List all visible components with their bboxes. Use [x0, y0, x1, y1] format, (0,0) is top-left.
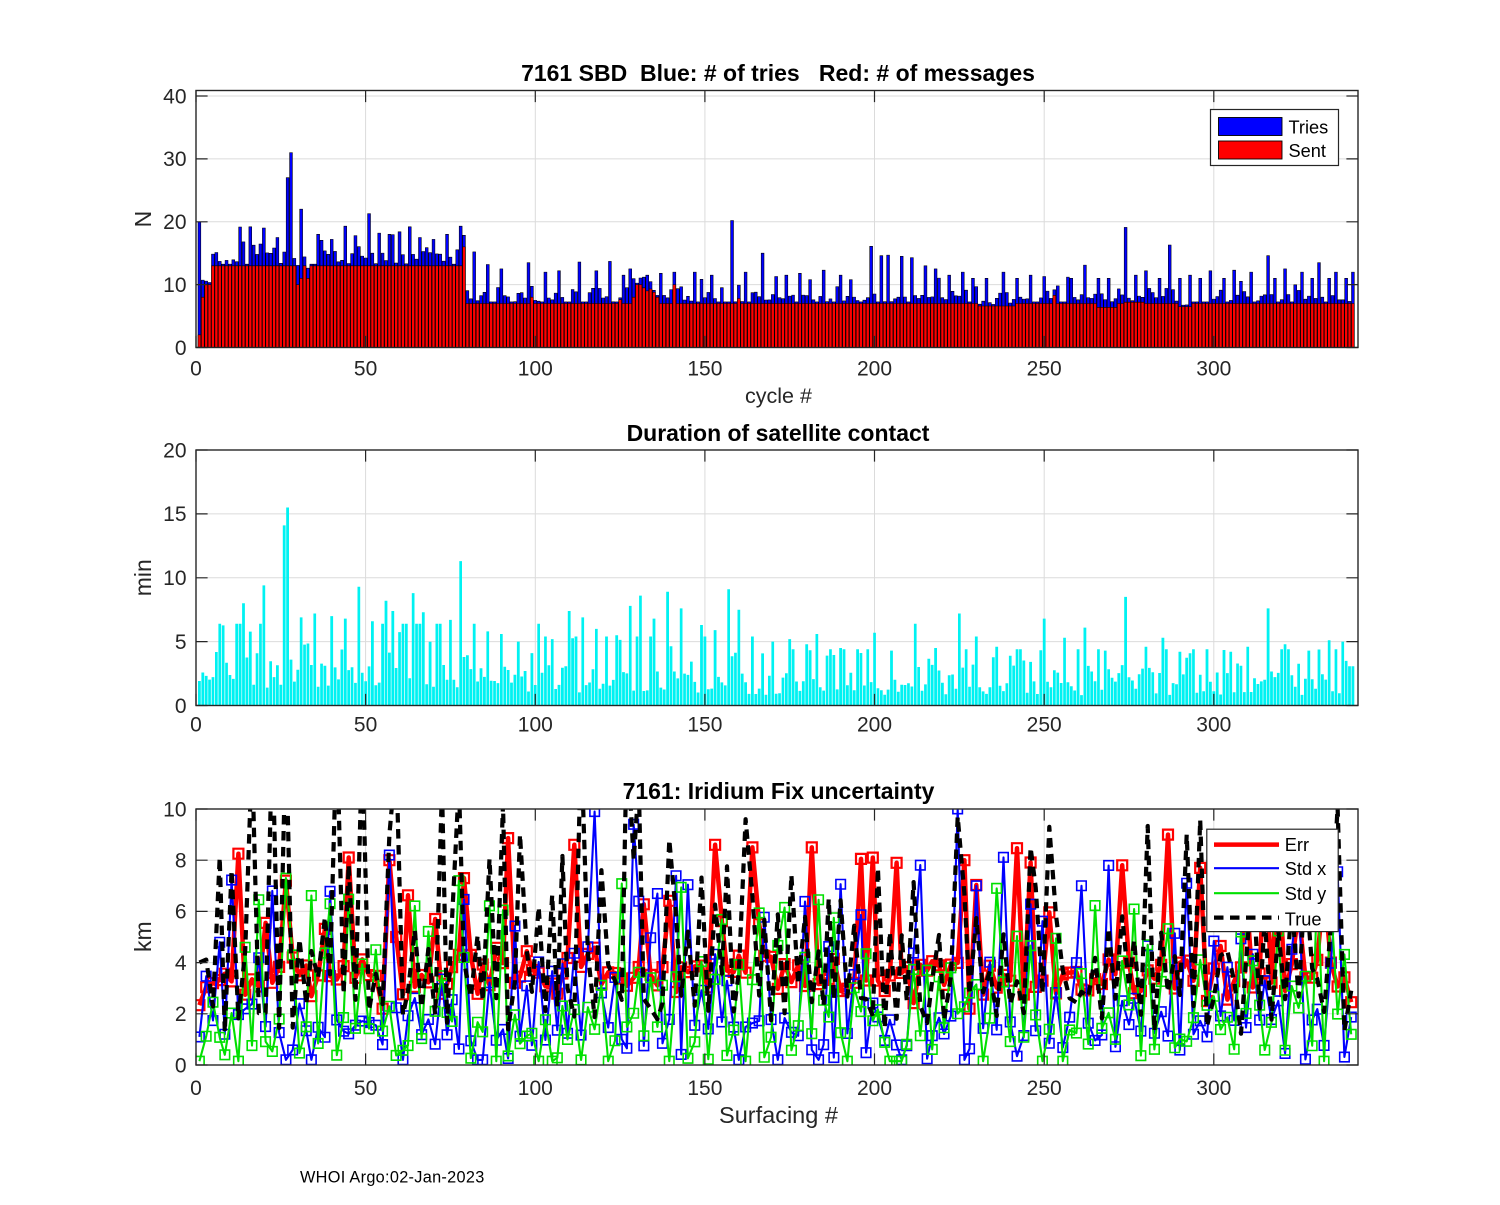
- svg-text:0: 0: [190, 714, 202, 737]
- svg-text:20: 20: [163, 439, 186, 462]
- svg-text:10: 10: [163, 567, 186, 590]
- svg-text:150: 150: [687, 1077, 722, 1100]
- svg-text:0: 0: [175, 1054, 187, 1077]
- svg-text:Surfacing #: Surfacing #: [719, 1102, 838, 1128]
- svg-text:50: 50: [354, 358, 377, 381]
- svg-text:300: 300: [1196, 358, 1231, 381]
- svg-text:2: 2: [175, 1003, 187, 1026]
- svg-text:7161 SBD Blue: # of tries R: 7161 SBD Blue: # of tries Red: # of mess…: [521, 60, 1035, 86]
- svg-text:15: 15: [163, 503, 186, 526]
- svg-text:300: 300: [1196, 714, 1231, 737]
- svg-text:True: True: [1285, 909, 1322, 929]
- svg-text:5: 5: [175, 631, 187, 654]
- svg-text:10: 10: [163, 798, 186, 821]
- svg-text:0: 0: [190, 1077, 202, 1100]
- svg-text:0: 0: [175, 337, 187, 360]
- svg-text:8: 8: [175, 850, 187, 873]
- svg-text:10: 10: [163, 274, 186, 297]
- svg-text:7161: Iridium Fix uncertainty: 7161: Iridium Fix uncertainty: [623, 778, 935, 804]
- svg-text:0: 0: [175, 695, 187, 718]
- svg-text:150: 150: [687, 714, 722, 737]
- svg-text:50: 50: [354, 714, 377, 737]
- svg-text:min: min: [130, 559, 156, 596]
- svg-text:200: 200: [857, 358, 892, 381]
- svg-text:200: 200: [857, 714, 892, 737]
- svg-text:250: 250: [1027, 1077, 1062, 1100]
- svg-text:250: 250: [1027, 358, 1062, 381]
- svg-text:0: 0: [190, 358, 202, 381]
- svg-text:100: 100: [518, 714, 553, 737]
- svg-text:Std y: Std y: [1285, 884, 1327, 904]
- svg-text:50: 50: [354, 1077, 377, 1100]
- svg-text:Tries: Tries: [1289, 118, 1329, 138]
- svg-text:20: 20: [163, 211, 186, 234]
- svg-text:6: 6: [175, 901, 187, 924]
- svg-text:Duration of satellite contact: Duration of satellite contact: [627, 420, 930, 446]
- svg-text:4: 4: [175, 952, 187, 975]
- svg-text:Std x: Std x: [1285, 859, 1326, 879]
- svg-text:100: 100: [518, 358, 553, 381]
- svg-text:40: 40: [163, 85, 186, 108]
- svg-text:150: 150: [687, 358, 722, 381]
- svg-text:N: N: [130, 211, 156, 228]
- svg-text:cycle #: cycle #: [745, 384, 812, 408]
- svg-text:WHOI Argo:02-Jan-2023: WHOI Argo:02-Jan-2023: [300, 1168, 485, 1186]
- svg-text:300: 300: [1196, 1077, 1231, 1100]
- svg-text:100: 100: [518, 1077, 553, 1100]
- svg-text:Sent: Sent: [1289, 141, 1326, 161]
- svg-text:Err: Err: [1285, 835, 1309, 855]
- svg-text:200: 200: [857, 1077, 892, 1100]
- svg-text:250: 250: [1027, 714, 1062, 737]
- svg-text:30: 30: [163, 148, 186, 171]
- svg-text:km: km: [130, 921, 156, 952]
